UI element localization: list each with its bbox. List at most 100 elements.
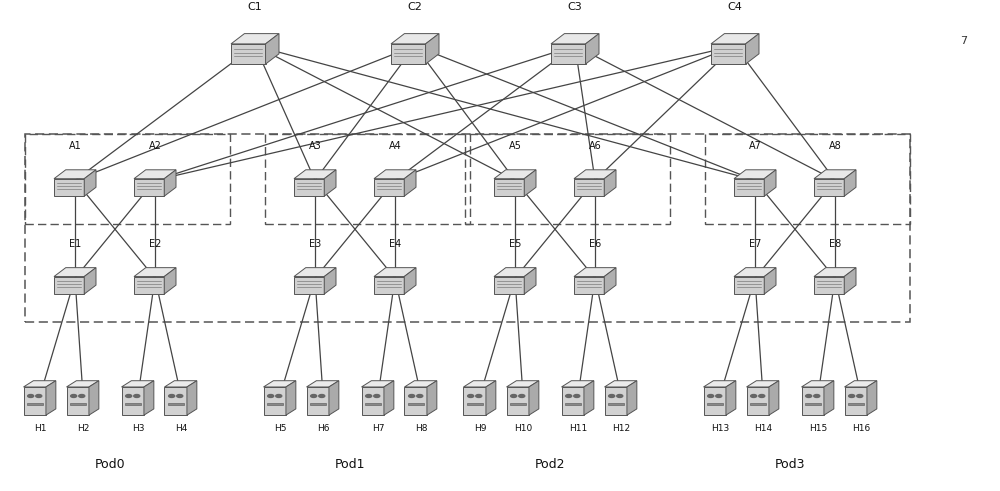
- Polygon shape: [764, 268, 776, 294]
- Polygon shape: [324, 170, 336, 196]
- Bar: [70, 403, 86, 405]
- Circle shape: [468, 395, 474, 397]
- Bar: [510, 403, 526, 405]
- Text: H4: H4: [175, 424, 187, 433]
- Text: A7: A7: [749, 141, 761, 151]
- Polygon shape: [24, 381, 56, 387]
- Polygon shape: [404, 268, 416, 294]
- Polygon shape: [711, 33, 759, 44]
- Circle shape: [519, 395, 525, 397]
- Polygon shape: [734, 276, 764, 294]
- Polygon shape: [84, 268, 96, 294]
- Polygon shape: [494, 268, 536, 276]
- Polygon shape: [574, 276, 604, 294]
- Polygon shape: [814, 179, 844, 196]
- Polygon shape: [374, 268, 416, 276]
- Text: Pod3: Pod3: [775, 459, 805, 471]
- Polygon shape: [66, 387, 89, 415]
- Text: A8: A8: [829, 141, 841, 151]
- Polygon shape: [524, 170, 536, 196]
- Polygon shape: [814, 268, 856, 276]
- Polygon shape: [584, 381, 594, 415]
- Circle shape: [126, 395, 132, 397]
- Bar: [365, 403, 381, 405]
- Circle shape: [319, 395, 325, 397]
- Polygon shape: [507, 381, 539, 387]
- Text: H2: H2: [77, 424, 89, 433]
- Polygon shape: [704, 387, 726, 415]
- Polygon shape: [463, 381, 496, 387]
- Polygon shape: [54, 170, 96, 179]
- Text: A4: A4: [389, 141, 401, 151]
- Polygon shape: [66, 381, 99, 387]
- Bar: [310, 403, 326, 405]
- Polygon shape: [374, 179, 404, 196]
- Text: E4: E4: [389, 239, 401, 249]
- Circle shape: [366, 395, 372, 397]
- Polygon shape: [734, 170, 776, 179]
- Polygon shape: [551, 44, 586, 64]
- Bar: [267, 403, 283, 405]
- Polygon shape: [734, 179, 764, 196]
- Text: H13: H13: [711, 424, 729, 433]
- Text: 7: 7: [960, 36, 967, 46]
- Circle shape: [849, 395, 855, 397]
- Polygon shape: [329, 381, 339, 415]
- Text: C4: C4: [728, 2, 742, 12]
- Circle shape: [751, 395, 757, 397]
- Circle shape: [806, 395, 812, 397]
- Circle shape: [409, 395, 415, 397]
- Circle shape: [511, 395, 517, 397]
- Circle shape: [857, 395, 863, 397]
- Polygon shape: [463, 387, 486, 415]
- Text: A5: A5: [509, 141, 521, 151]
- Circle shape: [28, 395, 34, 397]
- Polygon shape: [494, 179, 524, 196]
- Polygon shape: [574, 268, 616, 276]
- Circle shape: [566, 395, 572, 397]
- Polygon shape: [867, 381, 877, 415]
- Polygon shape: [134, 276, 164, 294]
- Polygon shape: [426, 33, 439, 64]
- Polygon shape: [844, 268, 856, 294]
- Polygon shape: [746, 387, 769, 415]
- Polygon shape: [306, 387, 329, 415]
- Polygon shape: [746, 33, 759, 64]
- Polygon shape: [604, 387, 627, 415]
- Text: A6: A6: [589, 141, 601, 151]
- Polygon shape: [844, 170, 856, 196]
- Polygon shape: [704, 381, 736, 387]
- Text: H7: H7: [372, 424, 384, 433]
- Polygon shape: [134, 268, 176, 276]
- Polygon shape: [574, 170, 616, 179]
- Circle shape: [134, 395, 140, 397]
- Polygon shape: [89, 381, 99, 415]
- Polygon shape: [286, 381, 296, 415]
- Polygon shape: [391, 33, 439, 44]
- Text: E5: E5: [509, 239, 521, 249]
- Circle shape: [716, 395, 722, 397]
- Polygon shape: [814, 170, 856, 179]
- Circle shape: [708, 395, 714, 397]
- Circle shape: [169, 395, 175, 397]
- Polygon shape: [231, 44, 266, 64]
- Polygon shape: [384, 381, 394, 415]
- Polygon shape: [494, 276, 524, 294]
- Text: E8: E8: [829, 239, 841, 249]
- Polygon shape: [24, 387, 46, 415]
- Polygon shape: [524, 268, 536, 294]
- Polygon shape: [362, 381, 394, 387]
- Circle shape: [79, 395, 85, 397]
- Text: H3: H3: [132, 424, 144, 433]
- Text: H16: H16: [852, 424, 870, 433]
- Polygon shape: [746, 381, 779, 387]
- Bar: [848, 403, 864, 405]
- Bar: [805, 403, 821, 405]
- Circle shape: [374, 395, 380, 397]
- Bar: [707, 403, 723, 405]
- Text: H5: H5: [274, 424, 286, 433]
- Text: H12: H12: [612, 424, 630, 433]
- Circle shape: [617, 395, 623, 397]
- Text: C2: C2: [408, 2, 422, 12]
- Polygon shape: [294, 179, 324, 196]
